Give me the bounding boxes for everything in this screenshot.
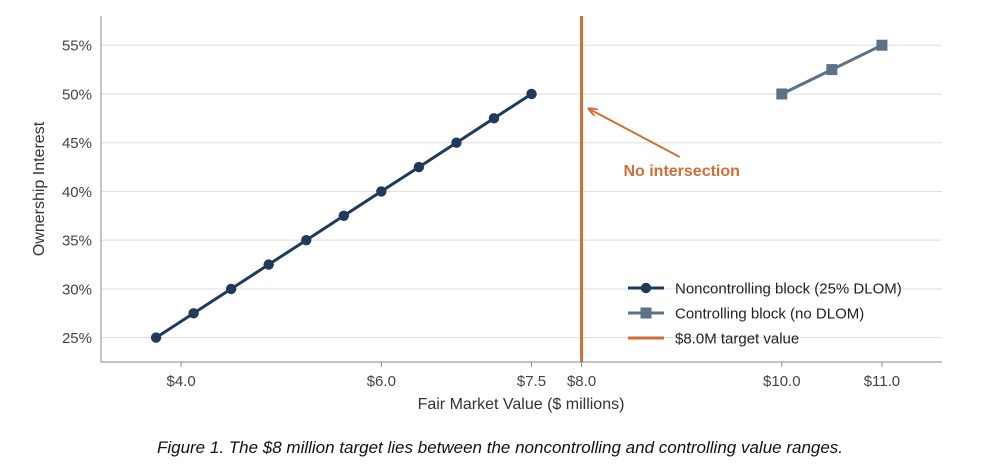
y-tick-label: 30% (62, 281, 92, 298)
legend-item: $8.0M target value (628, 331, 799, 348)
figure-caption: Figure 1. The $8 million target lies bet… (156, 438, 844, 457)
y-tick-label: 45% (62, 135, 92, 152)
data-point (526, 88, 537, 100)
legend-item: Noncontrolling block (25% DLOM) (628, 281, 902, 298)
x-tick-label: $6.0 (367, 373, 396, 390)
annotation: No intersection (589, 109, 740, 180)
y-tick-label: 55% (62, 38, 92, 55)
legend-item: Controlling block (no DLOM) (628, 306, 864, 323)
data-point (338, 210, 349, 222)
x-tick-label: $4.0 (166, 373, 195, 390)
y-tick-labels: 25% 30% 35% 40% 45% 50% 55% (62, 38, 92, 347)
legend-label: Controlling block (no DLOM) (675, 306, 864, 323)
y-tick-label: 35% (62, 233, 92, 250)
data-point (376, 186, 387, 197)
chart: 25% 30% 35% 40% 45% 50% 55% $4.0 $6.0 $7.5 $8.0 $1… (31, 16, 942, 413)
x-axis-label: Fair Market Value ($ millions) (418, 396, 625, 413)
data-point (776, 88, 788, 100)
data-point (876, 39, 888, 51)
data-point (263, 259, 274, 270)
y-axis-label: Ownership Interest (31, 121, 48, 256)
x-tick-label: $11.0 (864, 373, 900, 390)
annotation-arrow (589, 109, 681, 158)
annotation-text: No intersection (623, 163, 739, 180)
data-series (150, 39, 888, 343)
data-point (150, 332, 162, 343)
series-2 (776, 39, 888, 100)
axes (100, 16, 942, 363)
x-tick-label: $10.0 (763, 373, 801, 390)
data-point (188, 308, 199, 319)
legend-marker (640, 307, 652, 319)
y-tick-label: 50% (62, 86, 92, 103)
x-tick-label: $8.0 (567, 373, 596, 390)
data-point (301, 234, 312, 246)
x-tick-label: $7.5 (517, 373, 546, 390)
series-1 (150, 88, 537, 343)
data-point (488, 113, 500, 124)
legend-label: Noncontrolling block (25% DLOM) (675, 281, 902, 298)
x-tick-labels: $4.0 $6.0 $7.5 $8.0 $10.0 $11.0 (166, 362, 900, 390)
data-point (826, 64, 838, 76)
legend: Noncontrolling block (25% DLOM) Controlli… (628, 281, 902, 348)
legend-marker (640, 282, 652, 294)
grid-lines (101, 44, 942, 339)
data-point (451, 137, 462, 148)
legend-label: $8.0M target value (675, 331, 799, 348)
y-tick-label: 40% (62, 184, 92, 201)
data-point (225, 283, 237, 295)
data-point (413, 161, 425, 173)
y-tick-label: 25% (62, 330, 92, 347)
